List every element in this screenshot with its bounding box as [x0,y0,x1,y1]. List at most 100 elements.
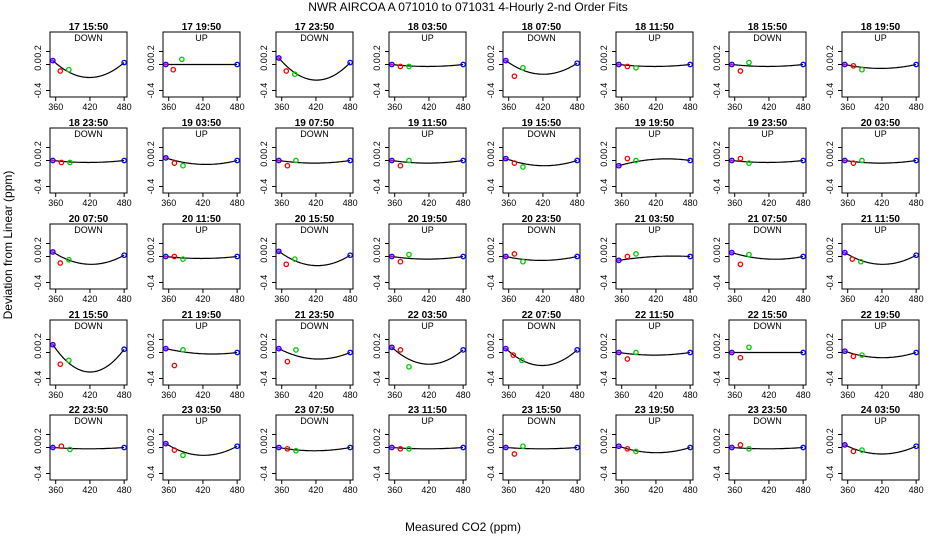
fit-curve [505,60,578,75]
standard-point [57,361,64,368]
y-tick-label: -0.4 [486,371,496,387]
y-tick-label: 0.2 [259,45,269,58]
y-tick-label: 0.0 [825,58,835,71]
standard-point [57,68,64,74]
standard-point [121,252,127,259]
panel-direction-label: DOWN [300,321,329,331]
panel-title: 17 19:50 [182,22,222,33]
panel-title: 21 07:50 [748,214,788,225]
standard-point [276,345,282,352]
standard-point [574,444,580,451]
fit-curve [278,250,351,267]
standard-point [65,256,72,263]
panel-title: 18 07:50 [522,22,562,33]
standard-point [729,349,735,356]
y-tick-label: 0.0 [486,58,496,71]
standard-point [511,451,518,457]
standard-point [347,349,353,356]
standard-point [737,155,744,162]
x-tick-label: 360 [48,390,63,400]
panel-title: 22 11:50 [635,310,674,321]
y-tick-label: 0.0 [146,250,156,263]
standard-point [293,347,299,353]
x-tick-label: 360 [48,294,63,304]
x-tick-label: 420 [195,198,210,208]
standard-point [503,57,509,64]
panel-title: 18 23:50 [69,118,109,129]
y-tick-label: 0.0 [599,441,609,454]
panel-direction-label: DOWN [527,321,556,331]
fit-curve [391,63,464,68]
panel-direction-label: UP [648,129,661,139]
x-tick-label: 480 [909,102,924,112]
y-tick-label: -0.4 [486,179,496,195]
y-tick-label: -0.4 [33,83,43,99]
y-tick-label: 0.0 [146,346,156,359]
x-tick-label: 360 [840,198,855,208]
standard-point [234,61,240,68]
x-tick-label: 360 [614,198,629,208]
standard-point [616,61,622,68]
y-tick-label: -0.4 [712,275,722,291]
y-tick-label: -0.4 [146,371,156,387]
y-tick-label: 0.0 [372,58,382,71]
standard-marker-cross [163,346,168,351]
standard-marker-cross [842,250,847,255]
x-tick-label: 360 [387,198,402,208]
panel-direction-label: DOWN [300,225,329,235]
standard-point [503,253,509,260]
y-tick-label: -0.4 [599,83,609,99]
standard-point [913,157,919,164]
y-tick-label: -0.4 [825,466,835,482]
x-tick-label: 480 [570,294,585,304]
y-tick-label: -0.4 [146,179,156,195]
y-tick-label: 0.2 [599,428,609,441]
standard-point [746,251,752,258]
standard-point [50,341,56,348]
fit-curve [505,157,578,167]
standard-point [406,157,412,164]
x-tick-label: 420 [535,102,550,112]
y-tick-label: 0.0 [372,346,382,359]
fit-curve [731,446,804,450]
x-tick-label: 360 [161,390,176,400]
fit-curve [278,348,351,360]
y-tick-label: 0.0 [486,154,496,167]
y-tick-label: -0.4 [372,275,382,291]
y-tick-label: -0.4 [259,179,269,195]
standard-point [58,159,65,166]
standard-point [50,157,56,164]
standard-point [163,440,169,447]
standard-point [389,253,395,260]
standard-marker-cross [50,58,55,63]
standard-point [737,442,744,448]
standard-marker-cross [389,254,394,259]
standard-marker-cross [616,163,621,168]
x-tick-label: 360 [614,485,629,495]
standard-point [284,445,291,452]
y-tick-label: 0.2 [146,141,156,154]
y-tick-label: -0.4 [599,179,609,195]
standard-point [171,447,178,453]
x-tick-label: 360 [387,294,402,304]
panel-direction-label: DOWN [527,33,556,43]
x-tick-label: 420 [421,485,436,495]
y-tick-label: 0.2 [825,333,835,346]
fit-curve [844,444,917,455]
x-tick-label: 420 [195,294,210,304]
standard-marker-cross [50,445,55,450]
figure-title: NWR AIRCOA A 071010 to 071031 4-Hourly 2… [308,0,628,14]
standard-point [397,63,404,70]
standard-point [624,63,631,70]
standard-point [729,157,735,164]
x-tick-label: 420 [648,294,663,304]
x-tick-label: 420 [82,294,97,304]
